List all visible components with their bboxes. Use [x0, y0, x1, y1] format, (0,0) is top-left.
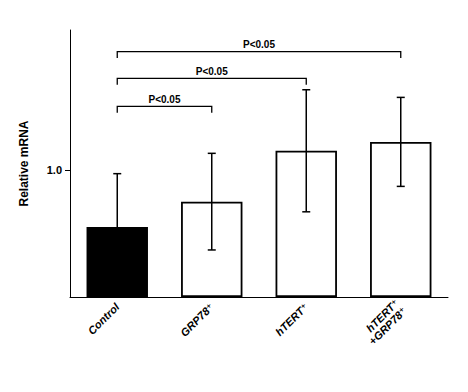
- svg-text:GRP78⁺: GRP78⁺: [178, 301, 216, 339]
- svg-text:Control: Control: [85, 300, 122, 337]
- svg-text:P<0.05: P<0.05: [149, 94, 181, 105]
- svg-text:Relative mRNA: Relative mRNA: [17, 120, 31, 206]
- svg-text:1.0: 1.0: [47, 164, 62, 176]
- svg-text:+GRP78⁺: +GRP78⁺: [366, 305, 409, 348]
- svg-text:hTERT⁺: hTERT⁺: [273, 301, 311, 339]
- svg-text:P<0.05: P<0.05: [196, 66, 228, 77]
- svg-text:hTERT⁺: hTERT⁺: [363, 296, 402, 335]
- svg-text:P<0.05: P<0.05: [243, 39, 275, 50]
